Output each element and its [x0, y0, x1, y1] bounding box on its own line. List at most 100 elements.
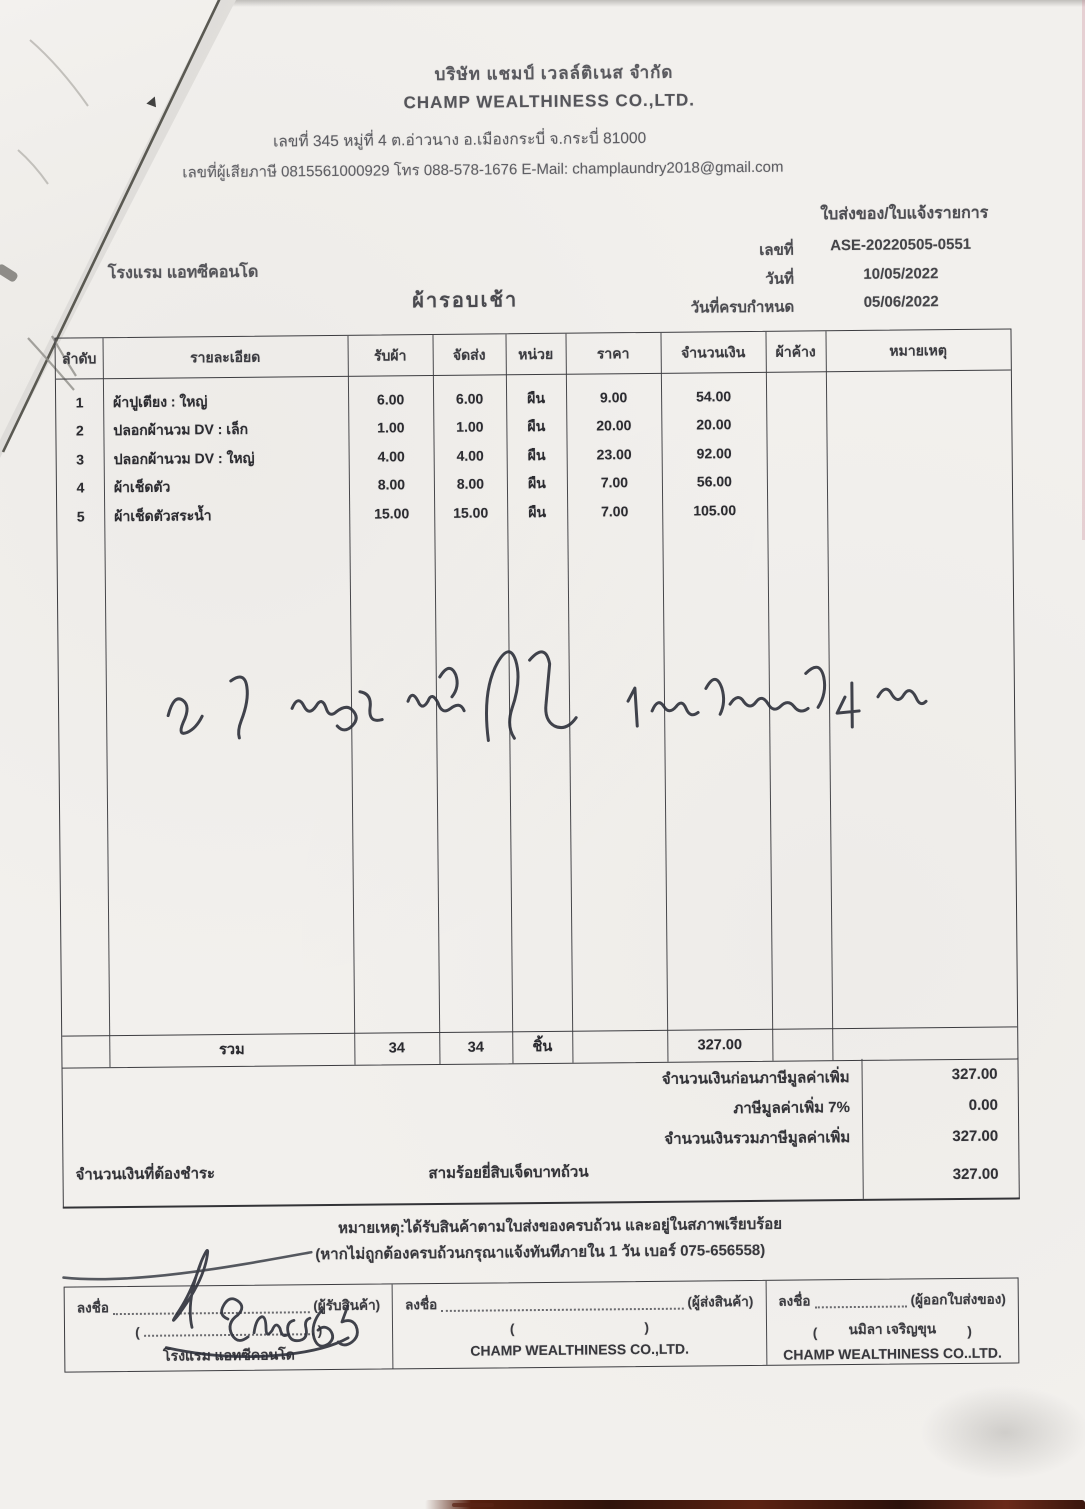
cell-no: 5: [76, 508, 85, 525]
scan-bottom-edge: [425, 1500, 1085, 1509]
cell-price: 23.00: [596, 446, 632, 463]
name-blank-space: [514, 1333, 644, 1336]
doc-due-label: วันที่ครบกำหนด: [690, 298, 795, 317]
cell-delivered: 6.00: [455, 390, 484, 407]
issuer-name: นมิลา เจริญขุน: [848, 1321, 937, 1338]
cell-received: 15.00: [374, 505, 410, 522]
cell-unit: ผืน: [527, 446, 546, 464]
header-remark: หมายเหตุ: [889, 342, 948, 359]
cell-price: 20.00: [596, 417, 632, 434]
cell-price: 9.00: [599, 389, 628, 406]
sign-label: ลงชื่อ: [76, 1300, 110, 1316]
cell-no: 3: [76, 451, 85, 468]
company-name-thai: บริษัท แชมป์ เวลล์ติเนส จำกัด: [434, 62, 674, 84]
right-edge-tint: [1082, 0, 1085, 540]
cell-no: 1: [75, 394, 84, 411]
cell-amount: 20.00: [696, 416, 732, 433]
signature-dotted-line: [441, 1295, 684, 1312]
customer-name: โรงแรม แอทซีคอนโด: [107, 263, 259, 283]
payable-value: 327.00: [952, 1165, 999, 1184]
cell-amount: 54.00: [695, 388, 732, 405]
scan-bottom-mark: [452, 1503, 494, 1507]
totals-label: รวม: [219, 1041, 245, 1059]
signature-section: ลงชื่อ (ผู้รับสินค้า) ( ) โรงแรม แอทซีคอ…: [63, 1277, 1020, 1373]
cell-description: ปลอกผ้านวม DV : เล็ก: [113, 420, 249, 439]
cell-received: 4.00: [377, 448, 405, 465]
bottom-right-smudge: [920, 1385, 1085, 1480]
doc-number-value: ASE-20220505-0551: [830, 235, 972, 255]
payable-label: จำนวนเงินที่ต้องชำระ: [75, 1165, 216, 1184]
summary-label: ภาษีมูลค่าเพิ่ม 7%: [733, 1099, 851, 1118]
cell-received: 1.00: [377, 419, 405, 436]
sign-line: ลงชื่อ (ผู้รับสินค้า): [77, 1294, 381, 1319]
batch-title: ผ้ารอบเช้า: [412, 289, 519, 313]
sign-org: CHAMP WEALTHINESS CO.,LTD.: [470, 1340, 689, 1359]
totals-unit: ชิ้น: [532, 1038, 553, 1056]
header-price: ราคา: [596, 345, 630, 362]
header-no: ลำดับ: [61, 350, 97, 367]
paren-close: ): [967, 1323, 972, 1339]
cell-unit: ผืน: [528, 503, 547, 521]
doc-number-label: เลขที่: [759, 241, 794, 259]
name-paren-row: ( นมิลา เจริญขุน ): [778, 1317, 1006, 1341]
header-unit: หน่วย: [518, 345, 554, 363]
cell-price: 7.00: [600, 474, 629, 491]
header-delivered: จัดส่ง: [452, 346, 486, 363]
signature-box-receiver: ลงชื่อ (ผู้รับสินค้า) ( ) โรงแรม แอทซีคอ…: [65, 1284, 393, 1371]
cell-unit: ผืน: [527, 389, 546, 407]
summary-value: 0.00: [968, 1096, 998, 1114]
document-type-title: ใบส่งของ/ใบแจ้งรายการ: [820, 204, 989, 224]
company-tax-contact: เลขที่ผู้เสียภาษี 0815561000929 โทร 088-…: [182, 158, 784, 182]
items-table: ลำดับ รายละเอียด รับผ้า จัดส่ง หน่วย ราค…: [54, 328, 1019, 1069]
totals-delivered: 34: [467, 1039, 484, 1056]
paren-open: (: [135, 1324, 140, 1340]
sign-line: ลงชื่อ (ผู้ส่งสินค้า): [405, 1290, 753, 1315]
cell-no: 4: [76, 479, 85, 496]
doc-date-value: 10/05/2022: [863, 265, 939, 283]
summary-section: จำนวนเงินก่อนภาษีมูลค่าเพิ่ม 327.00 ภาษี…: [61, 1057, 1020, 1209]
summary-value: 327.00: [952, 1127, 999, 1146]
cell-amount: 56.00: [696, 473, 733, 490]
sign-org: CHAMP WEALTHINESS CO..LTD.: [783, 1344, 1002, 1363]
summary-value: 327.00: [951, 1065, 998, 1084]
cell-delivered: 8.00: [456, 475, 485, 492]
cell-unit: ผืน: [527, 474, 546, 492]
header-pending: ผ้าค้าง: [775, 343, 816, 360]
cell-received: 6.00: [376, 391, 405, 408]
signature-box-sender: ลงชื่อ (ผู้ส่งสินค้า) ( ) CHAMP WEALTHIN…: [391, 1280, 766, 1369]
doc-due-value: 05/06/2022: [863, 293, 939, 311]
name-paren-row: ( ): [77, 1323, 380, 1341]
summary-label: จำนวนเงินก่อนภาษีมูลค่าเพิ่ม: [661, 1069, 850, 1088]
cell-description: ผ้าปูเตียง : ใหญ่: [113, 393, 208, 411]
header-description: รายละเอียด: [190, 348, 261, 366]
doc-due-row: วันที่ครบกำหนด 05/06/2022: [0, 292, 1081, 326]
cell-received: 8.00: [377, 476, 406, 493]
name-dotted-line: [143, 1323, 314, 1337]
cell-delivered: 4.00: [456, 447, 484, 464]
cell-description: ผ้าเช็ดตัวสระน้ำ: [114, 507, 212, 525]
cell-no: 2: [75, 422, 84, 439]
paren-close: ): [317, 1323, 323, 1339]
signature-dotted-line: [112, 1299, 310, 1316]
company-address: เลขที่ 345 หมู่ที่ 4 ต.อ่าวนาง อ.เมืองกร…: [273, 129, 647, 151]
cell-description: ผ้าเช็ดตัว: [113, 478, 171, 496]
totals-received: 34: [388, 1040, 405, 1057]
header-amount: จำนวนเงิน: [680, 344, 746, 361]
cell-delivered: 1.00: [456, 418, 484, 435]
header-received: รับผ้า: [373, 347, 407, 364]
name-paren-row: ( ): [405, 1319, 753, 1337]
table-header-row: ลำดับ รายละเอียด รับผ้า จัดส่ง หน่วย ราค…: [56, 329, 1011, 366]
scan-top-shadow: [0, 0, 1085, 7]
sign-org: โรงแรม แอทซีคอนโด: [163, 1346, 295, 1364]
sign-line: ลงชื่อ (ผู้ออกใบส่งของ): [778, 1288, 1006, 1312]
sign-label: ลงชื่อ: [778, 1293, 811, 1309]
paren-close: ): [644, 1319, 650, 1336]
sign-role: (ผู้ออกใบส่งของ): [910, 1291, 1006, 1308]
cell-price: 7.00: [600, 503, 629, 520]
signature-dotted-line: [814, 1293, 907, 1309]
sign-label: ลงชื่อ: [405, 1297, 438, 1313]
sign-role: (ผู้ส่งสินค้า): [687, 1293, 754, 1310]
cell-description: ปลอกผ้านวม DV : ใหญ่: [113, 449, 255, 468]
